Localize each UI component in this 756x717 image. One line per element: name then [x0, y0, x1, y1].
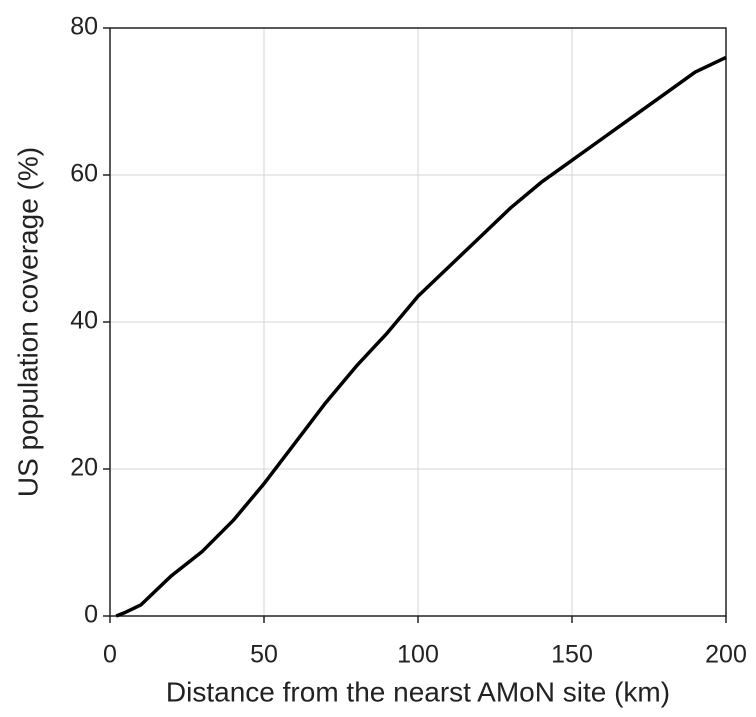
y-tick-label: 0: [84, 601, 98, 629]
plot-frame: [109, 27, 727, 617]
x-tick-label: 150: [551, 641, 593, 669]
y-tick-label: 20: [70, 454, 98, 482]
x-tick-label: 200: [705, 641, 747, 669]
y-axis-label: US population coverage (%): [12, 147, 43, 497]
x-tick-label: 0: [103, 641, 117, 669]
x-tick-label: 100: [397, 641, 439, 669]
y-tick-label: 40: [70, 307, 98, 335]
y-tick-label: 60: [70, 160, 98, 188]
x-tick-label: 50: [250, 641, 278, 669]
y-tick-label: 80: [70, 13, 98, 41]
data-line: [115, 55, 727, 618]
x-axis-label: Distance from the nearst AMoN site (km): [166, 676, 670, 707]
